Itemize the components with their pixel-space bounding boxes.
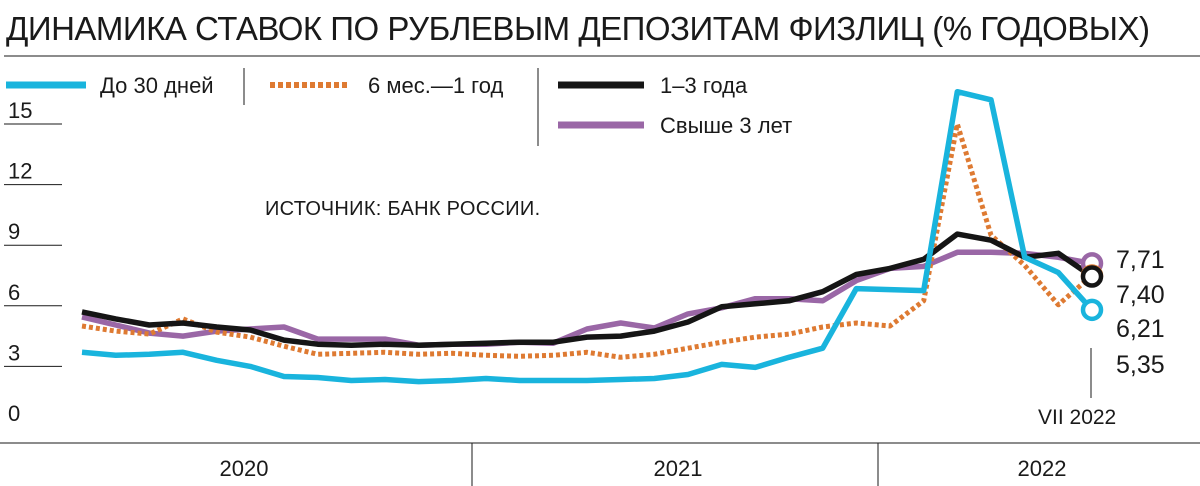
series-line-up-to-30-days <box>81 88 1095 385</box>
legend-label-6m-1y: 6 мес.—1 год <box>368 73 503 98</box>
series-lines <box>81 88 1095 385</box>
series-line-one-to-three-years <box>81 231 1094 348</box>
y-tick-3: 3 <box>8 340 20 365</box>
source-note: ИСТОЧНИК: БАНК РОССИИ. <box>265 198 540 220</box>
year-label-2020: 2020 <box>220 456 269 481</box>
end-marker-up-to-30-days <box>1080 298 1104 322</box>
end-label-30-days: 5,35 <box>1116 351 1165 379</box>
end-label-6m-1y: 6,21 <box>1116 315 1165 343</box>
y-gridlines <box>4 123 62 367</box>
end-markers <box>1080 252 1104 322</box>
legend-label-30-days: До 30 дней <box>100 73 214 98</box>
y-tick-9: 9 <box>8 219 20 244</box>
end-date-label: VII 2022 <box>1038 406 1116 429</box>
series-line-over-3-years <box>81 249 1093 348</box>
end-label-1-3-years: 7,40 <box>1116 281 1165 309</box>
y-tick-6: 6 <box>8 280 20 305</box>
y-tick-15: 15 <box>8 98 32 123</box>
legend-label-over-3-years: Свыше 3 лет <box>660 113 792 138</box>
end-marker-one-to-three-years <box>1080 265 1104 288</box>
y-tick-0: 0 <box>8 401 20 426</box>
y-tick-12: 12 <box>8 159 32 184</box>
end-label-over-3-years: 7,71 <box>1116 246 1165 274</box>
legend-label-1-3-years: 1–3 года <box>660 73 748 98</box>
chart-title: ДИНАМИКА СТАВОК ПО РУБЛЕВЫМ ДЕПОЗИТАМ ФИ… <box>6 10 1149 47</box>
legend: До 30 дней 6 мес.—1 год 1–3 года Свыше 3… <box>6 68 792 146</box>
year-label-2021: 2021 <box>654 456 703 481</box>
series-line-six-months-1-year <box>81 121 1094 360</box>
year-label-2022: 2022 <box>1018 456 1067 481</box>
y-tick-labels: 0 3 6 9 12 15 <box>8 98 32 426</box>
